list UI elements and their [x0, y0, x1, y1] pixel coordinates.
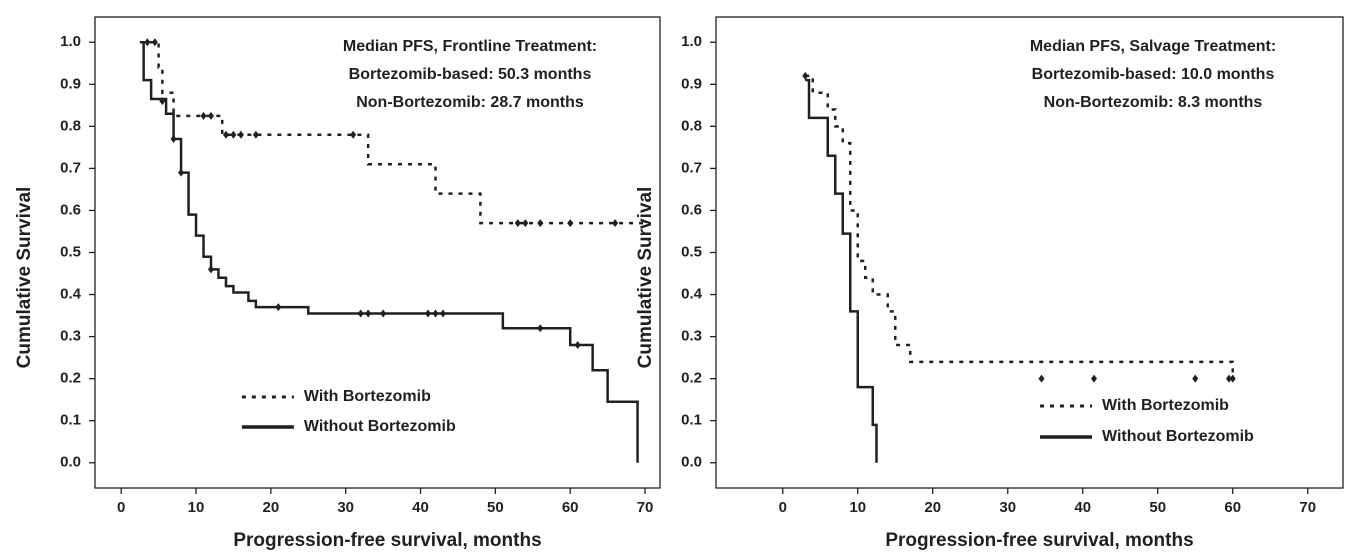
censor-mark	[275, 303, 282, 312]
censor-mark	[802, 71, 809, 80]
y-tick-label: 0.0	[681, 454, 702, 471]
censor-mark	[439, 309, 446, 318]
censor-mark	[1226, 374, 1232, 383]
censor-mark	[365, 309, 372, 318]
x-tick-label: 0	[779, 499, 787, 516]
x-axis-title: Progression-free survival, months	[885, 530, 1193, 551]
censor-mark	[425, 309, 432, 318]
censor-mark	[207, 265, 214, 274]
panel: 0 10 20 30 40 50 60 70 0.0 0.1 0.2 0.3 0.4 0.5 0.6 0.7 0…	[635, 16, 1344, 551]
y-tick-label: 0.4	[681, 286, 703, 303]
y-tick-label: 0.5	[60, 243, 81, 260]
x-tick-label: 30	[337, 499, 354, 516]
censor-mark	[522, 219, 529, 228]
annotation: Bortezomib-based: 10.0 months	[1032, 66, 1275, 83]
annotation: Bortezomib-based: 50.3 months	[349, 66, 592, 83]
y-tick-label: 0.8	[60, 117, 81, 134]
annotation: Non-Bortezomib: 8.3 months	[1044, 94, 1263, 111]
censor-mark	[159, 97, 166, 106]
survival-curve	[805, 74, 1234, 379]
legend-label: Without Bortezomib	[1102, 428, 1254, 445]
censor-mark	[514, 219, 521, 228]
annotation: Non-Bortezomib: 28.7 months	[356, 94, 584, 111]
survival-curve	[805, 78, 878, 463]
x-tick-label: 10	[188, 499, 205, 516]
censor-mark	[1038, 374, 1045, 383]
x-tick-label: 70	[1299, 499, 1316, 516]
censor-mark	[222, 130, 229, 139]
censor-mark	[144, 38, 151, 47]
x-tick-label: 40	[412, 499, 429, 516]
censor-mark	[357, 309, 364, 318]
censor-mark	[537, 219, 544, 228]
y-tick-label: 0.0	[60, 454, 81, 471]
panel: 0 10 20 30 40 50 60 70 0.0 0.1 0.2 0.3 0.4 0.5 0.6 0.7 0…	[14, 16, 661, 551]
y-tick-label: 0.6	[60, 201, 81, 218]
x-tick-label: 60	[1224, 499, 1241, 516]
x-tick-label: 40	[1074, 499, 1091, 516]
censor-mark	[1229, 374, 1236, 383]
annotation: Median PFS, Frontline Treatment:	[343, 38, 597, 55]
censor-mark	[200, 111, 207, 120]
y-tick-label: 0.7	[681, 159, 702, 176]
censor-mark	[178, 168, 185, 177]
censor-mark	[432, 309, 439, 318]
x-axis-title: Progression-free survival, months	[233, 530, 541, 551]
censor-mark	[252, 130, 259, 139]
x-tick-label: 60	[562, 499, 579, 516]
y-tick-label: 0.6	[681, 201, 702, 218]
censor-mark	[574, 341, 581, 350]
censor-mark	[207, 111, 214, 120]
censor-mark	[350, 130, 357, 139]
survival-curve	[139, 40, 639, 463]
x-tick-label: 50	[487, 499, 504, 516]
censor-mark	[567, 219, 574, 228]
censor-mark	[237, 130, 244, 139]
y-tick-label: 0.3	[60, 328, 81, 345]
legend-label: Without Bortezomib	[304, 418, 456, 435]
y-axis-title: Cumulative Survival	[14, 187, 35, 369]
y-axis-title: Cumulative Survival	[635, 187, 656, 369]
censor-mark	[1192, 374, 1199, 383]
legend-label: With Bortezomib	[1102, 397, 1229, 414]
censor-mark	[380, 309, 387, 318]
x-tick-label: 20	[924, 499, 941, 516]
censor-mark	[1091, 374, 1097, 383]
y-tick-label: 1.0	[60, 33, 81, 50]
legend-label: With Bortezomib	[304, 388, 431, 405]
y-tick-label: 0.1	[681, 412, 702, 429]
y-tick-label: 0.7	[60, 159, 81, 176]
y-tick-label: 0.9	[681, 75, 702, 92]
censor-mark	[612, 219, 619, 228]
y-tick-label: 1.0	[681, 33, 702, 50]
x-tick-label: 20	[263, 499, 280, 516]
x-tick-label: 50	[1149, 499, 1166, 516]
y-tick-label: 0.5	[681, 243, 702, 260]
y-tick-label: 0.1	[60, 412, 81, 429]
annotation: Median PFS, Salvage Treatment:	[1030, 38, 1276, 55]
censor-mark	[170, 134, 177, 143]
x-tick-label: 10	[849, 499, 866, 516]
y-tick-label: 0.8	[681, 117, 702, 134]
censor-mark	[537, 324, 544, 333]
x-tick-label: 30	[999, 499, 1016, 516]
y-tick-label: 0.2	[60, 370, 81, 387]
y-tick-label: 0.2	[681, 370, 702, 387]
censor-mark	[151, 38, 158, 47]
x-tick-label: 0	[117, 499, 125, 516]
censor-mark	[230, 130, 237, 139]
y-tick-label: 0.3	[681, 328, 702, 345]
y-tick-label: 0.9	[60, 75, 81, 92]
x-tick-label: 70	[637, 499, 654, 516]
y-tick-label: 0.4	[60, 286, 82, 303]
